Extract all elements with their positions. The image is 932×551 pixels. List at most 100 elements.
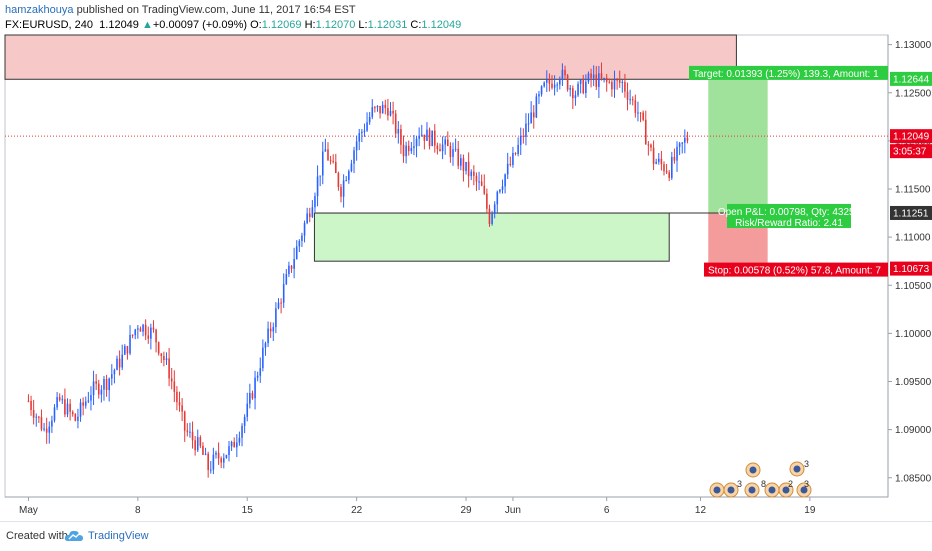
candle-up: [92, 381, 95, 396]
candle-down: [522, 135, 525, 137]
stop-price-label-bg: [890, 261, 932, 276]
candle-down: [191, 431, 194, 441]
candle-up: [671, 156, 673, 178]
candle-down: [147, 335, 150, 339]
event-count: 3: [804, 459, 809, 469]
candle-down: [486, 193, 488, 209]
countdown-label-text: 3:05:37: [893, 147, 927, 158]
candle-down: [611, 81, 613, 90]
candle-down: [436, 145, 439, 150]
candle-down: [340, 186, 342, 197]
price-chart[interactable]: 1.08500 1.09000 1.09500 1.10000 1.10500 1.110…: [0, 0, 932, 521]
candle-down: [473, 171, 475, 176]
candle-down: [374, 107, 376, 109]
candle-up: [215, 452, 217, 455]
candle-up: [321, 151, 324, 176]
pnl-label: Open P&L: 0.00798, Qty: 43252Risk/Reward…: [718, 203, 861, 229]
candle-up: [35, 416, 38, 418]
candle-down: [199, 437, 202, 446]
candle-down: [155, 329, 157, 343]
candle-up: [124, 346, 126, 355]
candle-down: [634, 100, 637, 113]
candle-up: [491, 212, 493, 224]
candle-down: [280, 302, 282, 304]
price-tick-label: 1.10500: [895, 281, 932, 292]
candle-up: [493, 204, 496, 213]
candle-down: [157, 342, 160, 354]
candle-down: [168, 358, 170, 379]
candle-down: [105, 378, 108, 391]
candle-down: [402, 144, 405, 157]
candle-up: [51, 420, 53, 427]
open-label: O:: [250, 19, 262, 31]
event-flag-center: [782, 486, 790, 494]
candle-up: [553, 84, 556, 88]
time-tick-label: 22: [351, 505, 363, 516]
countdown-label-bg: [890, 144, 932, 159]
candle-up: [236, 442, 238, 448]
candle-up: [592, 74, 595, 79]
candle-up: [525, 123, 527, 137]
candle-up: [381, 104, 384, 114]
candle-up: [517, 144, 519, 155]
candle-down: [400, 129, 402, 145]
candle-up: [361, 131, 363, 134]
candle-up: [465, 161, 467, 171]
candle-down: [566, 75, 569, 90]
event-count: 3: [804, 479, 809, 489]
target-price-label-bg: [890, 71, 932, 86]
symbol-info: FX:EURUSD, 240 1.12049 ▲+0.00097 (+0.09%…: [5, 18, 461, 32]
candle-up: [90, 395, 92, 401]
candle-down: [439, 149, 441, 152]
candle-down: [334, 161, 337, 174]
candle-down: [71, 411, 74, 415]
candle-up: [264, 343, 267, 348]
stop-label-text: Stop: 0.00578 (0.52%) 57.8, Amount: 7: [708, 266, 881, 277]
candle-up: [100, 389, 103, 395]
current-price-label-text: 1.12049: [893, 132, 930, 143]
price-tick-label: 1.09500: [895, 377, 932, 388]
resistance-zone: [4, 34, 737, 80]
publish-info: hamzakhouya published on TradingView.com…: [5, 3, 356, 17]
time-tick-label: 12: [695, 505, 707, 516]
candle-down: [308, 213, 311, 217]
candle-down: [532, 112, 535, 118]
candle-up: [116, 358, 118, 371]
candle-down: [626, 91, 629, 100]
entry-price-label-text: 1.11251: [893, 208, 929, 219]
candle-up: [655, 161, 657, 164]
price-tick-label: 1.13000: [895, 40, 932, 51]
time-tick-label: 29: [460, 505, 472, 516]
candle-up: [629, 99, 631, 101]
candle-up: [657, 158, 660, 162]
candle-up: [61, 399, 64, 401]
candle-up: [543, 82, 545, 87]
candle-up: [358, 133, 361, 142]
current-price-label: 1.12049: [890, 129, 932, 144]
candle-up: [504, 174, 506, 187]
open-value: 1.12069: [261, 19, 302, 31]
candle-up: [56, 397, 58, 408]
candle-up: [355, 141, 358, 151]
candle-down: [207, 453, 209, 471]
candle-down: [131, 334, 134, 336]
event-flag-center: [713, 486, 721, 494]
candle-up: [43, 428, 45, 430]
author-link[interactable]: hamzakhouya: [5, 4, 74, 16]
candle-up: [512, 153, 514, 165]
candle-down: [220, 458, 222, 463]
candle-up: [246, 403, 249, 417]
time-tick-label: 19: [804, 505, 816, 516]
candle-down: [251, 393, 254, 399]
tradingview-brand[interactable]: TradingView: [88, 530, 149, 542]
event-flag-center: [800, 486, 808, 494]
candle-down: [423, 134, 426, 141]
candle-up: [684, 137, 686, 143]
candle-down: [467, 161, 470, 177]
candle-up: [314, 196, 316, 208]
candle-up: [345, 180, 348, 182]
candle-up: [108, 378, 110, 391]
candle-up: [301, 235, 303, 241]
pnl-label-text: Risk/Reward Ratio: 2.41: [735, 218, 843, 229]
event-flag-center: [793, 465, 801, 473]
